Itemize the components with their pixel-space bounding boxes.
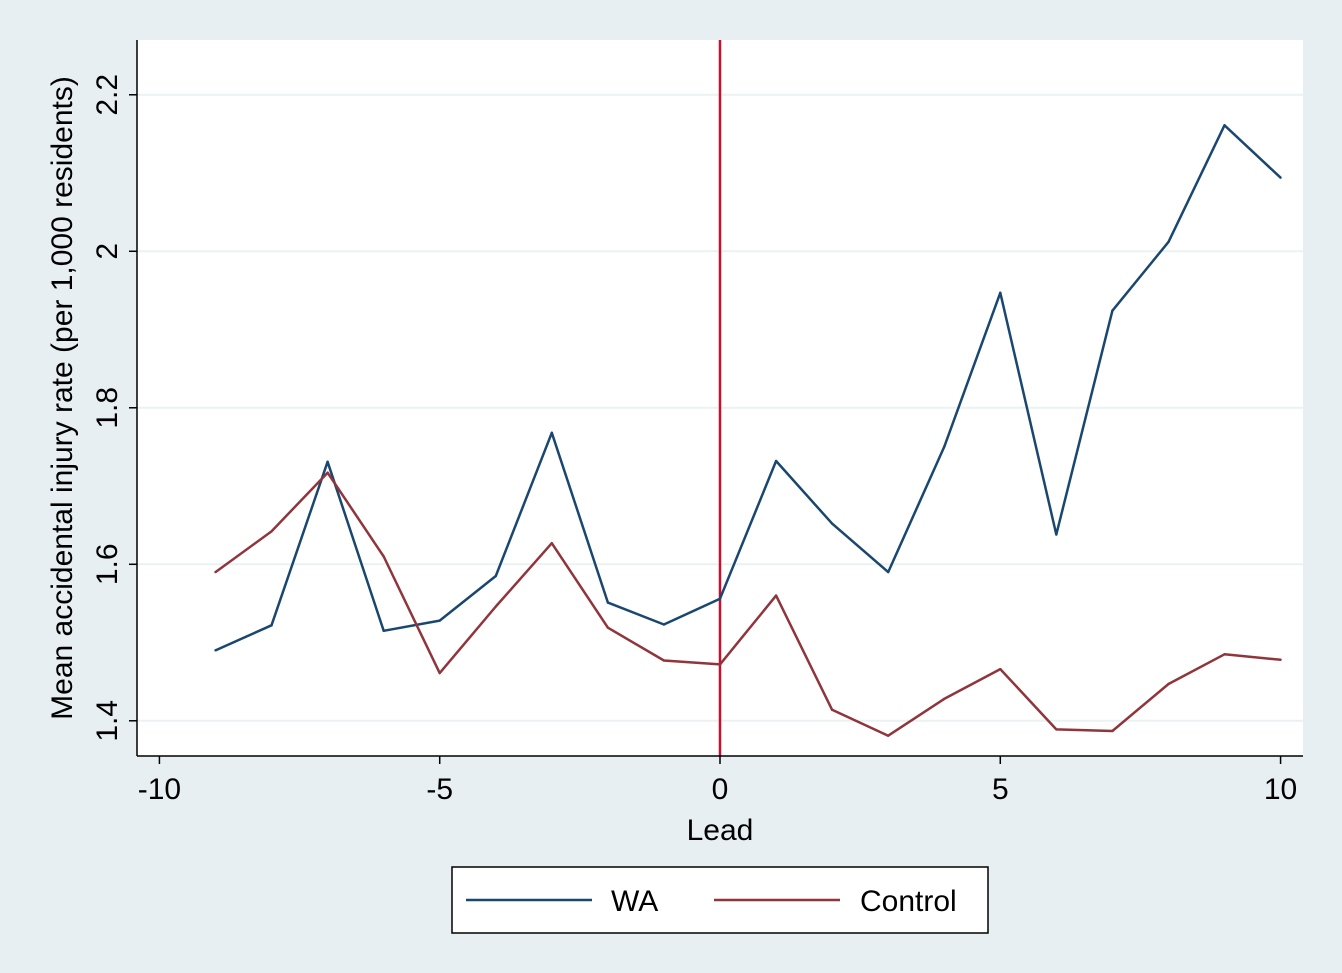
y-tick-label: 1.8	[91, 387, 124, 429]
data-point-wa	[494, 574, 497, 578]
data-point-wa	[214, 649, 217, 652]
y-tick-label: 2	[91, 243, 124, 260]
data-point-control	[382, 555, 385, 558]
series-line-wa	[214, 124, 1282, 652]
data-point-wa	[774, 459, 778, 463]
ticks: 1.4 1.6 1.8 2 2.2 -10 -5 0 5 10	[91, 74, 1297, 806]
x-tick-label: 0	[712, 773, 729, 806]
legend-label-wa: WA	[611, 885, 658, 918]
data-point-control	[943, 697, 946, 701]
data-point-control	[718, 663, 722, 666]
data-point-control	[999, 667, 1002, 671]
data-point-control	[886, 734, 890, 737]
data-point-control	[438, 671, 441, 675]
data-point-wa	[718, 597, 722, 600]
data-point-wa	[830, 522, 834, 525]
data-point-wa	[382, 629, 385, 632]
data-point-wa	[1279, 176, 1282, 179]
data-point-wa	[1055, 533, 1058, 536]
x-tick-label: -5	[426, 773, 453, 806]
y-axis-title: Mean accidental injury rate (per 1,000 r…	[46, 76, 79, 720]
data-point-wa	[1223, 124, 1226, 127]
y-tick-label: 2.2	[91, 74, 124, 116]
data-point-control	[662, 659, 666, 662]
series-lines	[214, 124, 1282, 737]
x-axis-title: Lead	[687, 814, 754, 847]
data-point-wa	[438, 619, 441, 622]
data-point-control	[1111, 729, 1114, 733]
x-tick-label: -10	[138, 773, 181, 806]
data-point-wa	[270, 624, 273, 627]
data-point-control	[830, 708, 834, 712]
data-point-control	[606, 626, 610, 629]
data-point-wa	[662, 623, 666, 626]
data-point-wa	[326, 460, 329, 463]
data-point-control	[550, 541, 554, 545]
data-point-wa	[886, 570, 890, 574]
x-tick-label: 5	[992, 773, 1009, 806]
data-point-control	[270, 530, 273, 533]
series-line-control	[214, 471, 1281, 737]
y-tick-label: 1.4	[91, 700, 124, 742]
data-point-control	[494, 605, 497, 608]
data-point-control	[1167, 682, 1170, 686]
data-point-control	[326, 471, 329, 474]
legend-label-control: Control	[860, 885, 957, 918]
data-point-wa	[606, 601, 610, 604]
data-point-wa	[943, 445, 946, 449]
data-point-control	[1279, 658, 1282, 661]
data-point-wa	[999, 291, 1002, 294]
data-point-wa	[1167, 240, 1170, 244]
y-tick-label: 1.6	[91, 543, 124, 585]
data-point-control	[1055, 728, 1058, 731]
legend: WA Control	[451, 866, 989, 934]
data-point-wa	[1111, 309, 1114, 312]
data-point-control	[214, 570, 217, 574]
data-point-control	[774, 594, 778, 597]
data-point-wa	[550, 431, 554, 435]
data-point-control	[1223, 653, 1226, 656]
x-tick-label: 10	[1264, 773, 1297, 806]
